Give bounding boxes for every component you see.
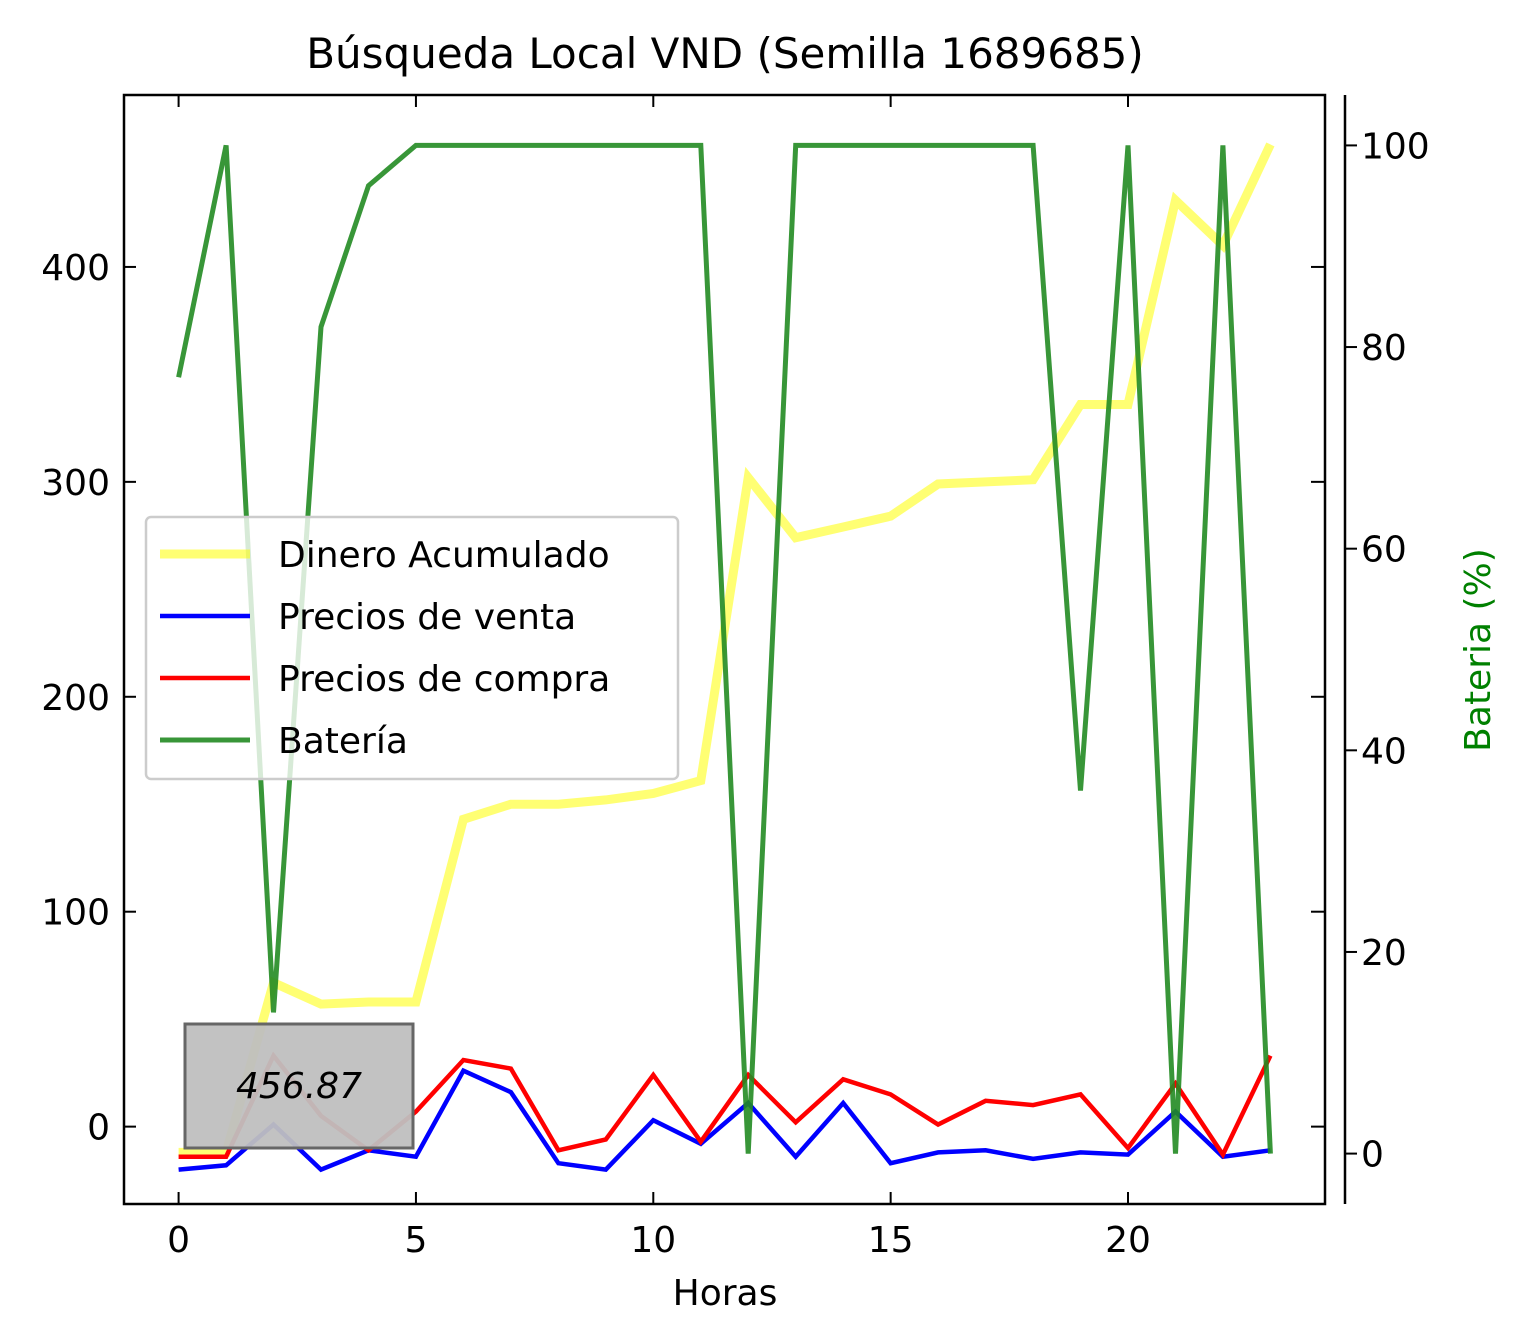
legend-label: Batería: [278, 721, 408, 762]
y2-tick-label: 100: [1361, 126, 1430, 167]
axes-frame: [122, 93, 1347, 1206]
chart-title: Búsqueda Local VND (Semilla 1689685): [306, 29, 1144, 78]
y2-tick-label: 0: [1361, 1135, 1384, 1176]
y-axis-left: 0 100 200 300 400: [41, 248, 1325, 1149]
y-tick-label: 200: [41, 678, 110, 719]
annotation-text: 456.87: [236, 1066, 362, 1107]
y2-axis-label: Bateria (%): [1458, 548, 1499, 752]
annotation-box: [183, 1022, 415, 1150]
annotation: 456.87: [183, 1022, 415, 1150]
series-line-4: [176, 142, 1273, 1154]
x-axis: 0 5 10 15 20: [167, 95, 1151, 1261]
y-tick-label: 300: [41, 463, 110, 504]
legend: Dinero Acumulado Precios de venta Precios …: [144, 515, 680, 781]
y2-tick-label: 60: [1361, 530, 1407, 571]
legend-label: Dinero Acumulado: [278, 535, 610, 576]
y-tick-label: 100: [41, 893, 110, 934]
legend-box: [144, 515, 680, 781]
x-tick-label: 5: [404, 1220, 427, 1261]
axes-frame-rect: [122, 93, 1327, 1206]
x-tick-label: 0: [167, 1220, 190, 1261]
y-axis-right: 0 20 40 60 80 100: [1345, 126, 1430, 1176]
y2-tick-label: 80: [1361, 328, 1407, 369]
series-line-2: [178, 1067, 1271, 1173]
x-axis-label: Horas: [673, 1273, 778, 1314]
x-tick-label: 10: [630, 1220, 676, 1261]
legend-label: Precios de venta: [278, 597, 576, 638]
y2-tick-label: 40: [1361, 731, 1407, 772]
y-tick-label: 400: [41, 248, 110, 289]
x-tick-label: 15: [868, 1220, 914, 1261]
legend-label: Precios de compra: [278, 659, 610, 700]
y-tick-label: 0: [87, 1108, 110, 1149]
x-tick-label: 20: [1105, 1220, 1151, 1261]
y2-tick-label: 20: [1361, 933, 1407, 974]
